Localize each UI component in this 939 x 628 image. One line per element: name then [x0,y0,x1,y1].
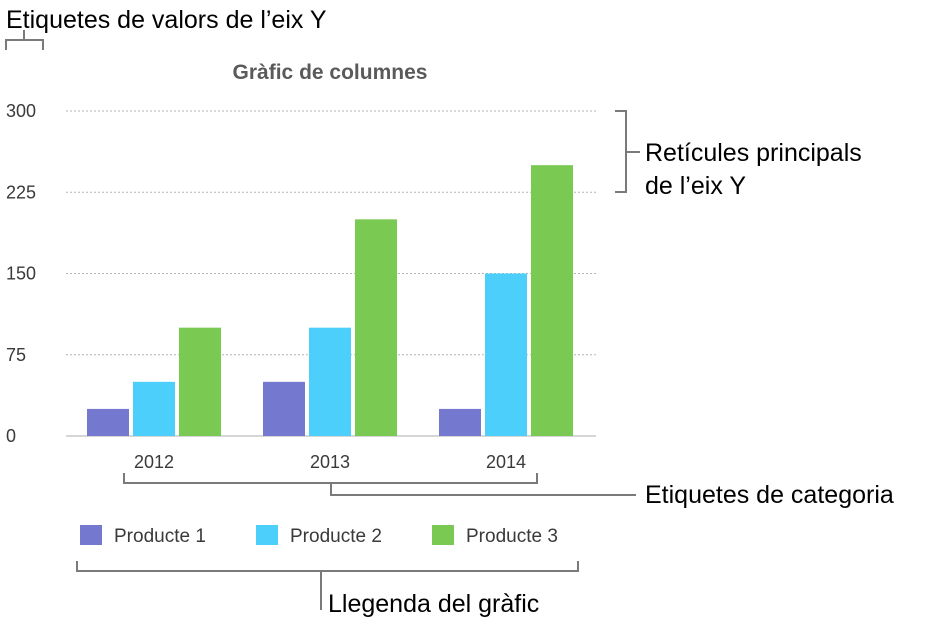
y-tick-label-225: 225 [6,182,36,202]
bar-2014-series-3 [531,165,573,436]
legend: Producte 1 Producte 2 Producte 3 [80,525,558,547]
bar-2014-series-2 [485,273,527,436]
bar-2014-series-1 [439,408,481,436]
annotation-category-bracket [123,473,538,484]
annotation-gridlines-bracket [615,110,627,193]
bar-2012-series-1 [87,408,129,436]
annotation-category-labels: Etiquetes de categoria [645,481,894,509]
legend-swatch-series-1 [80,525,102,545]
legend-label-series-3: Producte 3 [466,526,558,547]
y-axis-tick-labels: 0 75 150 225 300 [6,101,36,446]
bar-2013-series-1 [263,381,305,436]
category-label-2013: 2013 [310,452,350,472]
y-tick-label-300: 300 [6,101,36,121]
annotation-gridlines-line2: de l’eix Y [645,172,746,200]
legend-label-series-2: Producte 2 [290,526,382,547]
y-tick-label-75: 75 [6,345,26,365]
annotation-gridlines-line1: Retícules principals [645,139,862,167]
category-labels: 2012 2013 2014 [134,452,526,472]
annotation-category-leader [330,483,636,496]
y-tick-label-150: 150 [6,264,36,284]
annotation-legend-bracket [76,561,579,572]
chart-title: Gràfic de columnes [233,61,428,84]
annotation-y-axis-labels: Etiquetes de valors de l’eix Y [6,6,327,34]
annotation-y-axis-bracket [5,39,44,50]
legend-label-series-1: Producte 1 [114,526,206,547]
y-tick-label-0: 0 [6,426,16,446]
legend-swatch-series-3 [432,525,454,545]
bars [87,165,573,436]
category-label-2012: 2012 [134,452,174,472]
bar-2012-series-2 [133,381,175,436]
category-label-2014: 2014 [486,452,526,472]
bar-2013-series-3 [355,219,397,436]
bar-2013-series-2 [309,327,351,436]
bar-2012-series-3 [179,327,221,436]
annotation-legend: Llegenda del gràfic [328,590,539,618]
legend-swatch-series-2 [256,525,278,545]
